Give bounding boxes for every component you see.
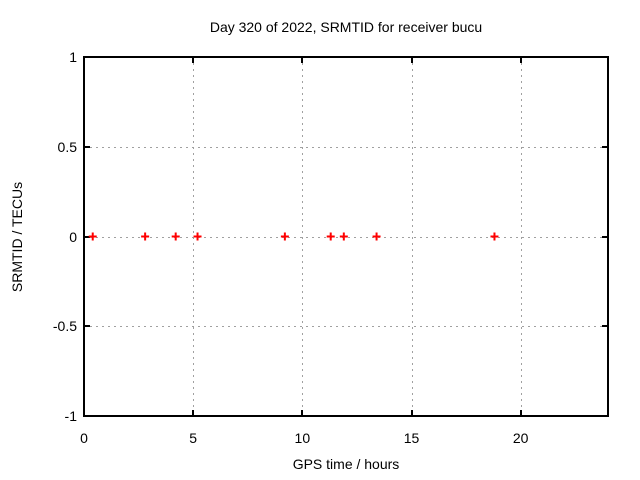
- chart-title: Day 320 of 2022, SRMTID for receiver buc…: [209, 19, 483, 35]
- x-tick-label: 5: [189, 430, 198, 446]
- y-tick-label: 0.5: [57, 138, 77, 155]
- x-tick-label: 15: [403, 430, 420, 446]
- y-tick-label: 0: [69, 228, 77, 245]
- plot-frame: [83, 56, 609, 417]
- y-tick-label: -1: [64, 408, 77, 424]
- y-tick-label: -0.5: [52, 318, 77, 335]
- x-axis-title: GPS time / hours: [292, 456, 400, 472]
- x-tick-label: 10: [294, 430, 311, 446]
- x-tick-label: 20: [512, 430, 529, 446]
- x-tick-label: 0: [80, 430, 88, 446]
- y-tick-label: 1: [69, 49, 77, 65]
